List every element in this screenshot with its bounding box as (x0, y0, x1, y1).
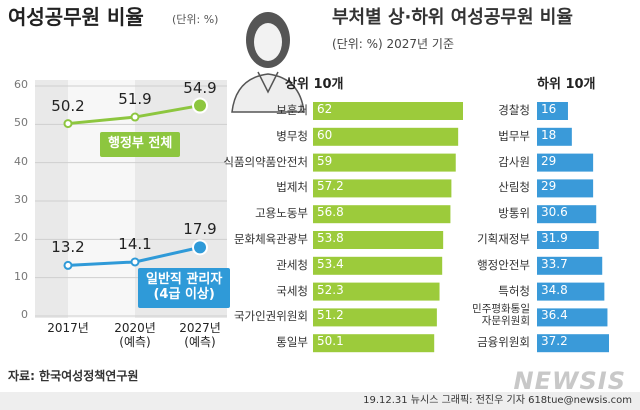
credit: 19.12.31 뉴시스 그래픽: 전진우 기자 618tue@newsis.c… (363, 395, 632, 406)
category-label: 방통위 (498, 206, 530, 221)
y-tick-label: 40 (14, 154, 28, 168)
value-label: 14.1 (118, 234, 152, 253)
bar-value-label: 34.8 (541, 282, 568, 297)
bar (537, 205, 597, 224)
footer-bar (0, 392, 640, 410)
category-label: 식품의약품안전처 (223, 154, 308, 169)
value-label: 51.9 (118, 90, 152, 109)
chart-title: 여성공무원 비율 (8, 5, 144, 29)
category-label: 민주평화통일 자문위원회 (472, 303, 530, 328)
bar-value-label: 60 (317, 127, 333, 142)
group-header: 상위 10개 (285, 77, 344, 92)
y-tick-label: 0 (21, 308, 28, 321)
bar-value-label: 18 (541, 127, 557, 142)
bar-value-label: 59 (317, 153, 333, 168)
category-label: 행정안전부 (477, 257, 530, 272)
category-label: 감사원 (498, 154, 530, 169)
bar-value-label: 30.6 (541, 205, 568, 220)
y-tick-label: 30 (14, 193, 28, 206)
bar (313, 205, 451, 224)
category-label: 문화체육관광부 (233, 232, 308, 246)
bar (313, 102, 463, 120)
x-tick-label: 2017년 (47, 321, 89, 335)
value-label: 13.2 (51, 238, 85, 257)
y-tick-label: 10 (14, 269, 28, 283)
category-label: 경찰청 (498, 103, 530, 117)
bar-value-label: 51.2 (317, 308, 344, 323)
chart-subtitle: (단위: %) 2027년 기준 (332, 37, 454, 51)
bar-value-label: 53.8 (317, 231, 344, 245)
group-header: 하위 10개 (537, 77, 596, 92)
bar-value-label: 36.4 (541, 308, 568, 323)
bar (537, 256, 603, 275)
point (192, 97, 208, 114)
unit-label: (단위: %) (172, 13, 219, 26)
bar (537, 308, 608, 327)
point (63, 260, 73, 270)
bar-value-label: 33.7 (541, 256, 568, 271)
category-label: 국세청 (276, 283, 308, 298)
category-label: 기획재정부 (477, 232, 530, 246)
bar (537, 282, 605, 301)
bar (537, 127, 572, 146)
point (63, 119, 73, 129)
category-label: 법제처 (276, 180, 308, 195)
logo: NEWSIS (513, 367, 626, 395)
bar (537, 179, 594, 198)
value-label: 17.9 (183, 220, 217, 239)
bar (537, 231, 599, 249)
category-label: 금융위원회 (477, 335, 530, 350)
x-tick-label: 2027년 (예측) (179, 321, 221, 349)
bar-value-label: 16 (541, 102, 557, 116)
y-tick-label: 60 (14, 78, 28, 91)
bar (313, 282, 440, 301)
category-label: 국가인권위원회 (233, 309, 308, 324)
value-label: 50.2 (51, 96, 85, 115)
series-label: 일반직 관리자 (4급 이상) (138, 268, 231, 308)
bar (313, 308, 437, 327)
bar-value-label: 50.1 (317, 334, 344, 349)
category-label: 보훈처 (276, 103, 308, 117)
bar (313, 231, 444, 249)
x-tick-label: 2020년 (예측) (114, 321, 156, 349)
category-label: 산림청 (498, 180, 530, 195)
bar-value-label: 29 (541, 153, 557, 168)
point (130, 112, 140, 122)
woman-icon (231, 12, 305, 113)
series-label: 행정부 전체 (100, 132, 181, 157)
category-label: 고용노동부 (255, 206, 308, 221)
bar-value-label: 29 (541, 179, 557, 194)
y-tick-label: 20 (14, 231, 28, 245)
category-label: 특허청 (498, 283, 530, 298)
bar-value-label: 53.4 (317, 256, 344, 271)
bar-value-label: 57.2 (317, 179, 344, 194)
bar (313, 334, 435, 353)
bar (313, 179, 452, 198)
bar-value-label: 37.2 (541, 334, 568, 349)
point (130, 257, 140, 267)
chart-title: 부처별 상·하위 여성공무원 비율 (332, 7, 573, 28)
bar-value-label: 62 (317, 102, 333, 116)
bar-value-label: 52.3 (317, 282, 344, 297)
highlight-band (68, 80, 135, 318)
bar (313, 127, 459, 146)
category-label: 통일부 (276, 335, 308, 350)
point (192, 239, 208, 256)
bar (537, 102, 568, 120)
category-label: 관세청 (276, 257, 308, 272)
bar-value-label: 31.9 (541, 231, 568, 245)
bar-value-label: 56.8 (317, 205, 344, 220)
y-tick-label: 50 (14, 116, 28, 130)
bar (313, 153, 456, 172)
bar (537, 153, 594, 172)
bar (537, 334, 609, 353)
source: 자료: 한국여성정책연구원 (8, 369, 139, 383)
bar (313, 256, 443, 275)
category-label: 법무부 (498, 128, 530, 143)
value-label: 54.9 (183, 78, 217, 97)
category-label: 병무청 (276, 128, 308, 143)
